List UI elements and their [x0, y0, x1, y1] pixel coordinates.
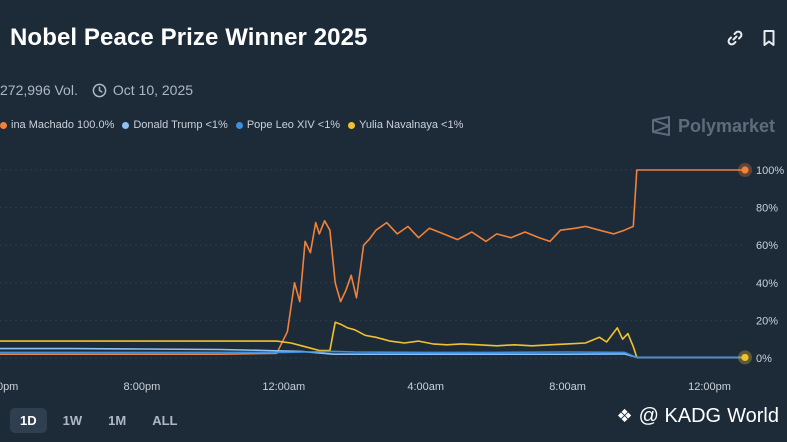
header-actions — [725, 28, 779, 48]
tab-1d[interactable]: 1D — [10, 408, 47, 433]
x-tick-label: 4:00pm — [0, 381, 18, 393]
market-meta: 272,996 Vol. Oct 10, 2025 — [0, 82, 193, 98]
x-tick-label: 8:00am — [549, 381, 586, 393]
legend-dot — [235, 121, 243, 129]
y-tick-label: 0% — [756, 353, 772, 365]
y-tick-label: 80% — [756, 203, 778, 215]
legend-dot — [348, 121, 356, 129]
y-tick-label: 20% — [756, 315, 778, 327]
series-line — [0, 321, 745, 359]
series-line — [0, 169, 745, 355]
legend-label: Yulia Navalnaya <1% — [359, 119, 464, 131]
legend-label: Donald Trump <1% — [133, 119, 228, 131]
y-tick-label: 60% — [756, 240, 778, 252]
legend-item: ina Machado 100.0% — [0, 119, 114, 131]
price-chart: 0% 20% 40% 60% 80% 100% 4:00pm 8:00pm 12:00am 4:0… — [0, 163, 784, 393]
series-line — [0, 347, 745, 359]
legend-item: Donald Trump <1% — [122, 119, 228, 131]
y-tick-label: 100% — [756, 165, 784, 177]
watermark-text: @ KADG — [638, 405, 722, 427]
end-marker — [741, 166, 749, 174]
page-title: Nobel Peace Prize Winner 2025 — [10, 24, 368, 51]
watermark: ❖ @ KADG World — [616, 405, 779, 428]
polymarket-logo: Polymarket — [650, 115, 775, 137]
series-line — [0, 350, 745, 359]
tab-all[interactable]: ALL — [152, 413, 178, 428]
bookmark-icon[interactable] — [759, 28, 779, 48]
time-range-tabs: 1D 1W 1M ALL — [10, 408, 187, 433]
diamond-logo-icon: ❖ — [616, 406, 633, 426]
x-tick-label: 12:00am — [262, 381, 305, 393]
end-date-text: Oct 10, 2025 — [112, 82, 194, 98]
clock-icon — [92, 83, 107, 98]
link-icon[interactable] — [725, 28, 745, 48]
volume-text: 272,996 Vol. — [0, 82, 78, 98]
legend-item: Yulia Navalnaya <1% — [348, 119, 463, 131]
legend-item: Pope Leo XIV <1% — [235, 119, 341, 131]
legend-label: Pope Leo XIV <1% — [246, 119, 341, 131]
y-tick-label: 40% — [756, 278, 778, 290]
x-tick-label: 12:00pm — [688, 381, 731, 393]
watermark-suffix: World — [727, 405, 779, 427]
polymarket-icon — [651, 116, 670, 136]
end-marker — [741, 353, 749, 362]
x-tick-label: 4:00am — [407, 381, 444, 393]
x-tick-label: 8:00pm — [124, 381, 161, 393]
tab-1m[interactable]: 1M — [108, 413, 127, 428]
legend-dot — [0, 121, 7, 129]
brand-name: Polymarket — [677, 115, 775, 136]
tab-1w[interactable]: 1W — [62, 413, 83, 428]
legend-label: ina Machado 100.0% — [11, 119, 115, 131]
chart-legend: ina Machado 100.0% Donald Trump <1% Pope… — [0, 119, 463, 131]
legend-dot — [122, 121, 130, 129]
